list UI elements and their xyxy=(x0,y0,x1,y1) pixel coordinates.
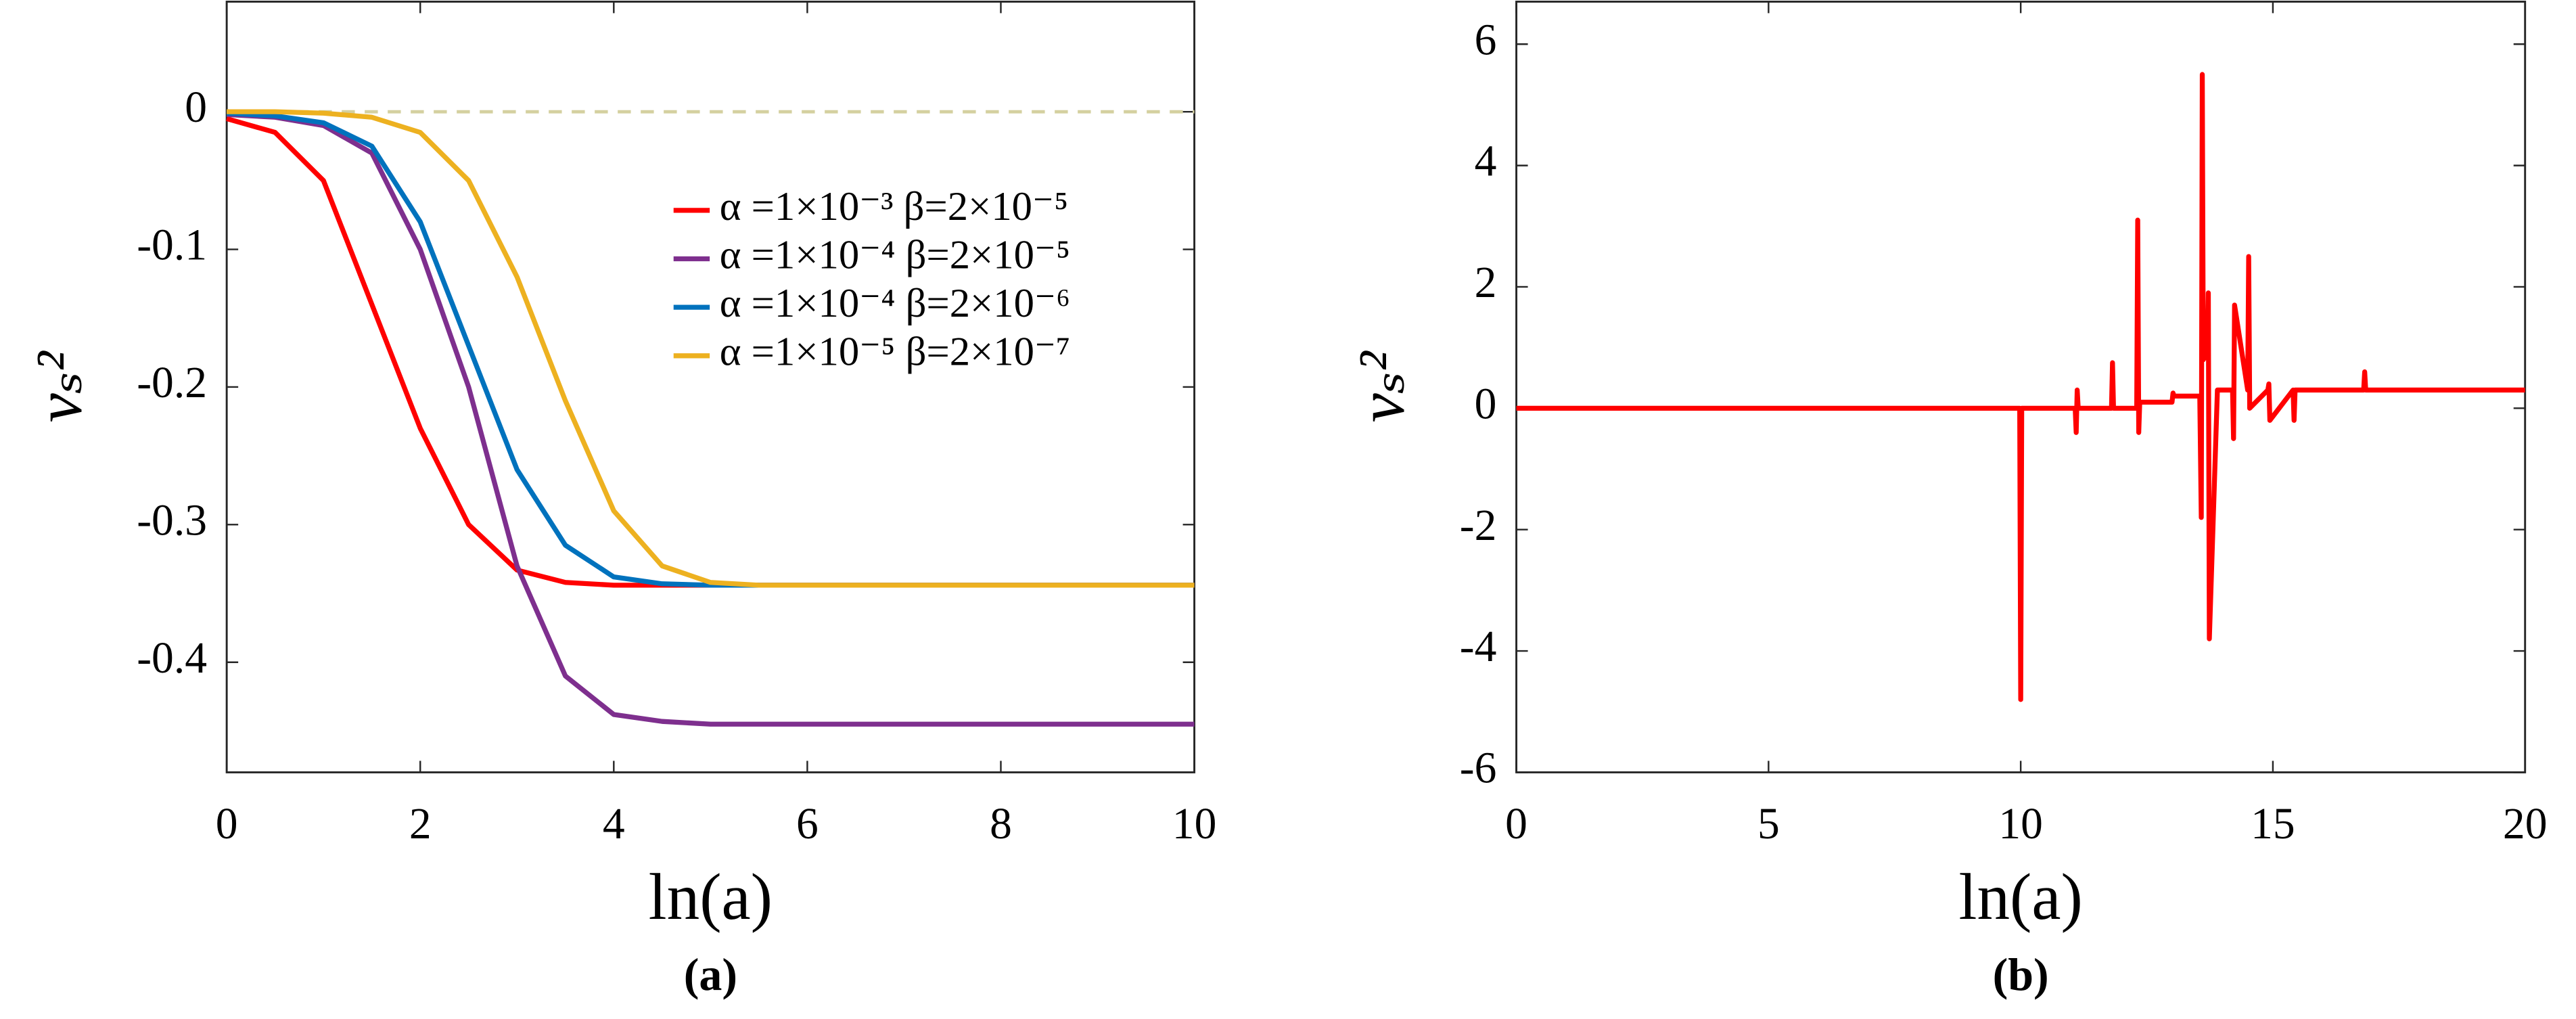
legend-label: α =1×10⁻⁵ β=2×10⁻⁷ xyxy=(720,330,1070,375)
y-tick-label: 0 xyxy=(185,83,207,132)
x-tick-label: 0 xyxy=(216,800,238,848)
y-tick-label: -2 xyxy=(1460,501,1497,550)
series-line xyxy=(227,109,1195,588)
subplot-label: (a) xyxy=(684,949,737,1000)
series-line xyxy=(1516,72,2525,702)
x-tick-label: 0 xyxy=(1505,800,1527,848)
x-tick-label: 8 xyxy=(990,800,1012,848)
legend-label: α =1×10⁻⁴ β=2×10⁻⁵ xyxy=(720,232,1070,277)
x-axis-label: ln(a) xyxy=(649,861,773,934)
x-tick-label: 15 xyxy=(2251,800,2295,848)
x-tick-label: 20 xyxy=(2503,800,2548,848)
y-tick-label: 0 xyxy=(1475,380,1497,428)
x-tick-label: 10 xyxy=(1998,800,2043,848)
series-line xyxy=(226,112,1195,727)
y-tick-label: -0.3 xyxy=(137,496,207,545)
y-tick-label: 6 xyxy=(1475,16,1497,64)
y-tick-label: -0.1 xyxy=(137,221,207,270)
y-tick-label: 2 xyxy=(1475,258,1497,307)
y-tick-label: -4 xyxy=(1460,622,1497,671)
y-tick-label: -0.2 xyxy=(137,359,207,407)
x-tick-label: 6 xyxy=(796,800,819,848)
y-axis-label: vₛ² xyxy=(1345,350,1418,423)
y-axis-label: vₛ² xyxy=(22,350,95,423)
x-tick-label: 5 xyxy=(1757,800,1780,848)
x-axis-label: ln(a) xyxy=(1958,861,2082,934)
y-tick-label: 4 xyxy=(1475,137,1497,186)
legend-label: α =1×10⁻⁴ β=2×10⁻⁶ xyxy=(720,281,1070,326)
x-tick-label: 2 xyxy=(409,800,432,848)
y-tick-label: -6 xyxy=(1460,744,1497,792)
x-tick-label: 10 xyxy=(1172,800,1217,848)
x-tick-label: 4 xyxy=(603,800,625,848)
subplot-label: (b) xyxy=(1993,949,2049,1000)
y-tick-label: -0.4 xyxy=(137,634,207,683)
legend-label: α =1×10⁻³ β=2×10⁻⁵ xyxy=(720,184,1069,229)
